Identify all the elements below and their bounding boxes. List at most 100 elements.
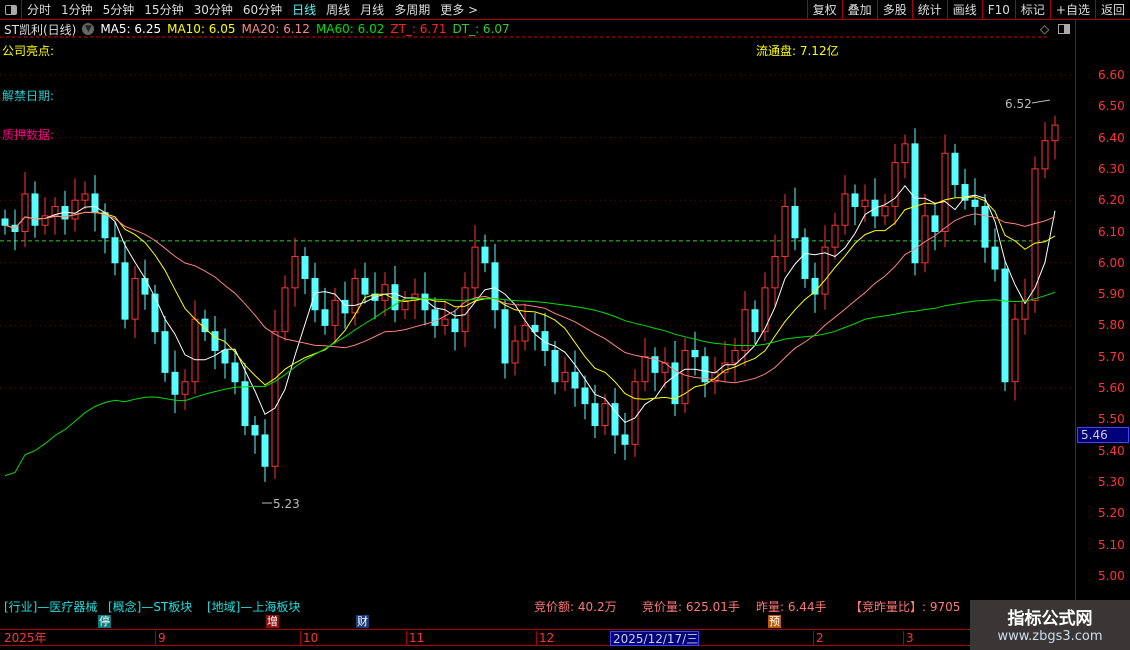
pledge-data-label: 质押数据: (2, 128, 55, 142)
candle-body (961, 184, 969, 201)
price-tick: 5.00 (1098, 568, 1125, 583)
toolbar-button[interactable]: 复权 (806, 0, 842, 20)
candle-body (351, 277, 359, 314)
toolbar-button[interactable]: 标记 (1014, 0, 1050, 20)
toolbar-button[interactable]: 统计 (911, 0, 947, 20)
dt-value: DT_: 6.07 (452, 22, 510, 36)
badge-increase[interactable]: 增 (266, 615, 279, 628)
candle-body (321, 309, 329, 326)
toolbar-button[interactable]: +自选 (1049, 0, 1095, 20)
candle-body (301, 256, 309, 279)
candle-body (251, 425, 259, 436)
candle-body (111, 237, 119, 264)
candle-body (651, 356, 659, 373)
candle-body (991, 246, 999, 270)
candle-body (331, 299, 339, 326)
dropdown-icon[interactable]: ▼ (82, 23, 95, 35)
date-label: 2 (813, 631, 824, 646)
candle-body (671, 362, 679, 405)
date-label: 9 (155, 631, 166, 646)
candle-body (1021, 299, 1029, 320)
candle-body (21, 193, 29, 233)
candle-body (701, 356, 709, 383)
period-tab[interactable]: 分时 (27, 3, 52, 17)
cursor-price: 5.46 (1077, 427, 1129, 443)
candle-body (171, 371, 179, 395)
candle-body (711, 371, 719, 383)
candle-body (551, 349, 559, 383)
period-tab[interactable]: 1分钟 (61, 3, 93, 17)
candle-body (231, 362, 239, 383)
candle-body (641, 356, 649, 383)
price-tick: 6.40 (1098, 130, 1125, 145)
watermark: 指标公式网 www.zbgs3.com (970, 600, 1130, 650)
candle-body (741, 309, 749, 351)
candle-body (951, 152, 959, 186)
concept-link[interactable]: [概念]—ST板块 (108, 600, 193, 614)
candle-body (531, 324, 539, 333)
badge-suspend[interactable]: 停 (98, 615, 111, 628)
toolbar-button[interactable]: 返回 (1094, 0, 1130, 20)
company-highlight-label: 公司亮点: (2, 44, 55, 58)
period-tab[interactable]: 多周期 (394, 3, 431, 17)
watermark-url: www.zbgs3.com (997, 629, 1103, 644)
toolbar-button[interactable]: 叠加 (841, 0, 877, 20)
period-tabs: 分时 1分钟 5分钟 15分钟 30分钟 60分钟 日线 周线 月线 多周期 更多 > (22, 1, 483, 18)
badge-finance[interactable]: 财 (356, 615, 369, 628)
panel-icon[interactable] (1058, 24, 1070, 34)
candle-body (121, 262, 129, 320)
price-tick: 6.60 (1098, 68, 1125, 82)
badge-forecast[interactable]: 预 (768, 615, 781, 628)
period-tab[interactable]: 周线 (326, 3, 351, 17)
candle-body (1, 218, 9, 226)
toolbar-buttons: 复权 叠加 多股 统计 画线 F10 标记 +自选 返回 (806, 0, 1130, 20)
candle-body (1051, 124, 1059, 142)
period-tab[interactable]: 月线 (360, 3, 385, 17)
period-tab[interactable]: 更多 > (440, 3, 479, 17)
toolbar-button[interactable]: 画线 (946, 0, 982, 20)
candle-body (751, 309, 759, 333)
period-tab[interactable]: 60分钟 (242, 3, 283, 17)
ma5-line (4, 184, 1056, 424)
ma60-line (4, 291, 1056, 477)
period-tab[interactable]: 日线 (292, 3, 317, 17)
candle-body (791, 205, 799, 239)
candle-body (361, 277, 369, 295)
candle-body (841, 193, 849, 226)
candle-body (921, 215, 929, 264)
price-tick: 5.50 (1098, 412, 1125, 427)
toolbar-button[interactable]: 多股 (876, 0, 912, 20)
price-tick: 5.30 (1098, 474, 1125, 489)
candle-body (471, 246, 479, 289)
price-tick: 5.10 (1098, 537, 1125, 552)
panel-toggle-icon[interactable] (0, 0, 22, 20)
region-link[interactable]: [地域]—上海板块 (207, 600, 301, 614)
candle-body (141, 277, 149, 295)
kline-chart[interactable] (0, 0, 1075, 600)
yesterday-volume: 昨量: 6.44手 (756, 600, 827, 614)
industry-link[interactable]: [行业]—医疗器械 (4, 600, 98, 614)
price-axis: 6.60 6.50 6.40 6.30 6.20 6.10 6.00 5.90 5.80 5.70… (1075, 20, 1130, 630)
low-price-mark: 5.23 (273, 497, 300, 511)
candle-body (461, 287, 469, 333)
period-tab[interactable]: 5分钟 (102, 3, 135, 17)
candle-body (71, 199, 79, 220)
period-tab[interactable]: 15分钟 (144, 3, 184, 17)
price-tick: 5.60 (1098, 381, 1125, 395)
candle-body (81, 193, 89, 201)
candle-body (891, 162, 899, 207)
candle-body (31, 193, 39, 226)
ma20-line (4, 211, 1056, 384)
candle-body (41, 215, 49, 226)
price-tick: 5.70 (1098, 349, 1125, 364)
toolbar: 分时 1分钟 5分钟 15分钟 30分钟 60分钟 日线 周线 月线 多周期 更多 > 复权 叠加 多股… (0, 0, 1130, 20)
candle-body (881, 205, 889, 217)
float-shares-label: 流通盘: 7.12亿 (756, 44, 839, 58)
toolbar-button[interactable]: F10 (981, 0, 1015, 20)
period-tab[interactable]: 30分钟 (193, 3, 233, 17)
candle-body (381, 284, 389, 301)
price-tick: 6.10 (1098, 224, 1125, 239)
diamond-icon[interactable]: ◇ (1040, 22, 1050, 36)
price-tick: 5.20 (1098, 506, 1125, 521)
candle-body (481, 246, 489, 264)
